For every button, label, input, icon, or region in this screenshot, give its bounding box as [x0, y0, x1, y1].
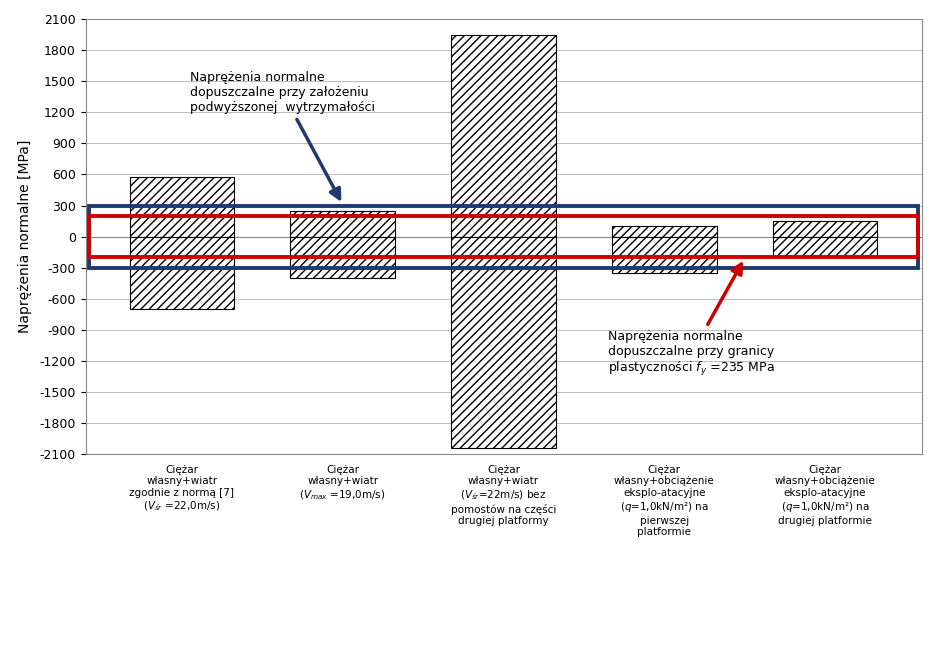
Bar — [130, 237, 235, 309]
Text: Naprężenia normalne
dopuszczalne przy granicy
plastyczności $f_y$ =235 MPa: Naprężenia normalne dopuszczalne przy gr… — [608, 264, 775, 378]
Bar — [451, 237, 556, 448]
Text: Naprężenia normalne
dopuszczalne przy założeniu
podwyższonej  wytrzymałości: Naprężenia normalne dopuszczalne przy za… — [190, 71, 375, 199]
Bar — [130, 177, 235, 237]
Y-axis label: Naprężenia normalne [MPa]: Naprężenia normalne [MPa] — [18, 140, 32, 333]
Bar — [612, 226, 716, 237]
Bar — [291, 211, 395, 237]
Bar — [772, 221, 877, 237]
Bar — [772, 237, 877, 257]
Bar — [451, 35, 556, 237]
Bar — [612, 237, 716, 273]
Bar — [291, 237, 395, 278]
Bar — [88, 216, 919, 257]
Bar — [88, 205, 919, 268]
